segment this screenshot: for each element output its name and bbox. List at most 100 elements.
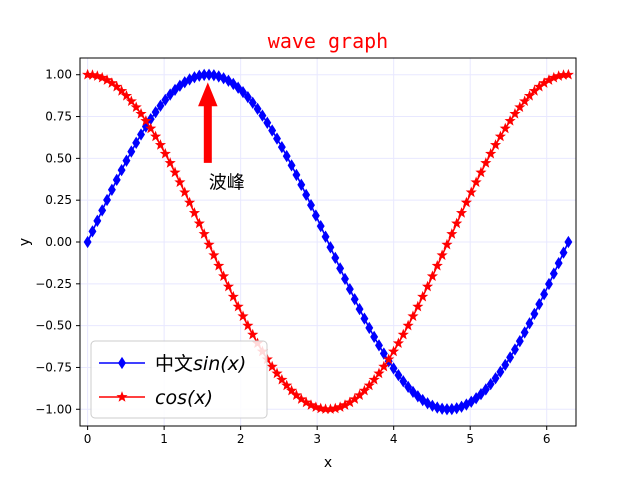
star-marker (436, 249, 448, 260)
diamond-marker (292, 168, 301, 182)
diamond-marker (540, 288, 549, 301)
diamond-marker (433, 401, 442, 414)
star-marker (101, 74, 113, 85)
diamond-marker (151, 106, 160, 119)
star-marker (470, 176, 482, 188)
diamond-marker (287, 159, 296, 172)
y-tick-label: −0.25 (35, 277, 72, 291)
diamond-marker (107, 183, 116, 196)
x-tick-label: 5 (466, 432, 474, 446)
x-tick-label: 4 (390, 432, 398, 446)
diamond-marker (316, 219, 325, 233)
star-marker (475, 166, 487, 178)
star-marker (387, 345, 400, 357)
star-marker (290, 389, 303, 400)
star-marker (480, 157, 492, 168)
star-marker (208, 249, 220, 260)
diamond-marker (258, 109, 267, 122)
star-marker (392, 337, 404, 349)
diamond-marker (118, 356, 126, 370)
diamond-marker (103, 193, 111, 207)
diamond-marker (501, 358, 510, 372)
star-marker (300, 396, 312, 408)
star-marker (116, 85, 128, 96)
diamond-marker (248, 96, 257, 109)
diamond-marker (234, 81, 243, 94)
diamond-marker (399, 375, 408, 388)
diamond-marker (409, 385, 417, 399)
star-marker (412, 300, 424, 312)
star-marker (499, 122, 511, 134)
diamond-marker (243, 90, 252, 104)
star-marker (164, 157, 176, 168)
series-sin (83, 68, 573, 416)
star-marker (451, 217, 463, 229)
legend: 中文sin(x) cos(x) (90, 340, 268, 419)
diamond-marker (559, 246, 568, 259)
x-tick-label: 2 (237, 432, 245, 446)
diamond-marker (263, 116, 272, 129)
y-tick-label: −1.00 (35, 402, 72, 416)
legend-label-math: cos(x) (155, 387, 213, 409)
star-marker (203, 238, 215, 250)
diamond-marker (477, 388, 485, 401)
diamond-marker (496, 365, 505, 378)
diamond-marker (297, 178, 306, 191)
star-marker (179, 186, 191, 198)
star-marker (489, 139, 502, 150)
star-marker (169, 166, 181, 178)
star-marker (446, 228, 458, 239)
y-tick-label: 0.00 (45, 235, 72, 249)
star-marker (271, 367, 283, 379)
diamond-marker (525, 317, 534, 330)
legend-label-prefix: 中文 (155, 353, 193, 375)
legend-entry-cos: cos(x) (99, 387, 213, 409)
diamond-marker (336, 262, 345, 275)
star-marker (494, 130, 506, 142)
star-marker (222, 280, 235, 292)
star-marker (407, 310, 419, 322)
y-tick-label: 1.00 (45, 68, 72, 82)
star-marker (465, 186, 477, 198)
diamond-marker (88, 225, 97, 238)
legend-label-math: sin(x) (193, 353, 246, 375)
diamond-marker (112, 173, 121, 186)
diamond-marker (166, 88, 175, 101)
series-cos (82, 68, 574, 414)
diamond-marker (355, 302, 364, 316)
x-tick-label: 6 (543, 432, 551, 446)
annotation-text: 波峰 (209, 172, 245, 193)
star-marker (378, 360, 390, 372)
legend-box (90, 340, 268, 419)
star-marker (373, 367, 385, 379)
diamond-marker (394, 368, 403, 382)
star-marker (562, 68, 574, 80)
diamond-marker (549, 267, 558, 280)
series-line-sin (86, 73, 570, 411)
star-marker (120, 89, 133, 101)
star-marker (509, 108, 521, 119)
star-marker (504, 115, 516, 126)
star-marker (417, 290, 429, 302)
diamond-marker (365, 321, 374, 335)
diamond-marker (224, 74, 233, 87)
diamond-marker (156, 99, 165, 112)
star-marker (227, 290, 239, 302)
star-marker (281, 379, 293, 391)
star-marker (455, 207, 468, 218)
star-marker (198, 228, 210, 239)
star-marker (154, 139, 167, 150)
diamond-marker (326, 241, 335, 254)
star-marker (485, 147, 497, 159)
star-marker (397, 328, 409, 340)
diamond-marker (554, 257, 563, 270)
diamond-marker (137, 128, 145, 141)
diamond-marker (345, 282, 354, 296)
star-marker (135, 108, 147, 119)
x-tick-label: 3 (313, 432, 321, 446)
diamond-marker (486, 377, 495, 391)
star-marker (441, 238, 453, 250)
diamond-marker (205, 68, 213, 81)
diamond-marker (132, 136, 141, 149)
star-marker (145, 122, 157, 134)
